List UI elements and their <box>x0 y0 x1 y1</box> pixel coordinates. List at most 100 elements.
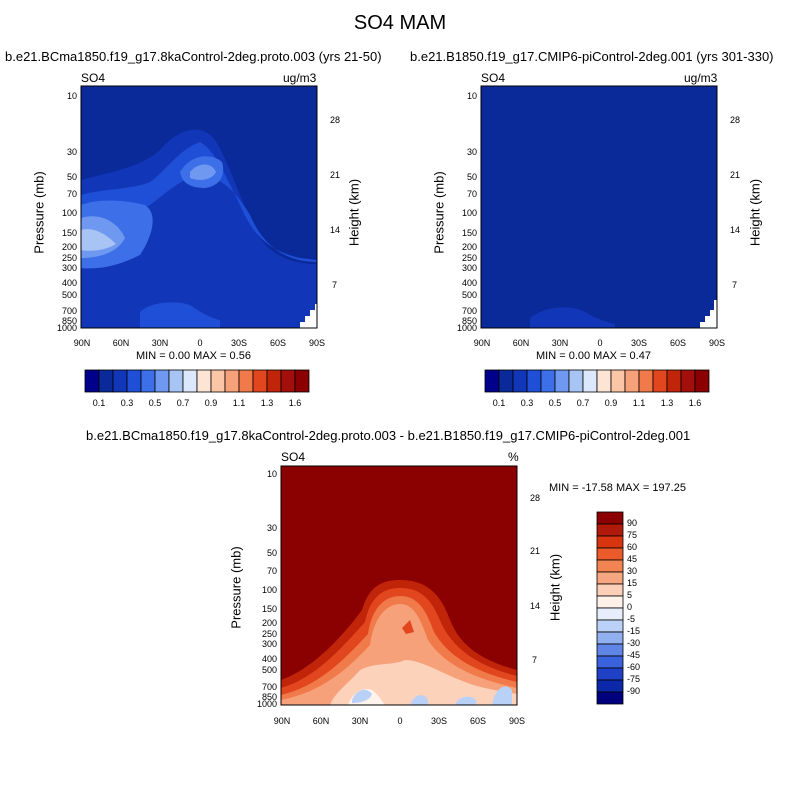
diff-cbar-label: 0 <box>627 602 633 612</box>
colorbar-swatch <box>596 559 624 573</box>
right-cbar-label: 0.5 <box>548 398 562 408</box>
right-xtick: 60S <box>669 338 686 348</box>
colorbar-swatch <box>596 571 624 585</box>
right-ytick: 10 <box>466 91 477 101</box>
right-ytick: 400 <box>461 278 477 288</box>
left-xtick: 30S <box>230 338 247 348</box>
diff-cbar-label: 5 <box>627 590 633 600</box>
right-ytick: 150 <box>461 228 477 238</box>
right-ytick: 300 <box>461 263 477 273</box>
right-ytick: 850 <box>461 316 477 326</box>
right-ytick: 100 <box>461 208 477 218</box>
diff-xtick: 90N <box>273 716 291 726</box>
diff-cbar-label: -15 <box>627 626 641 636</box>
colorbar-swatch <box>596 667 624 681</box>
right-cbar-label: 1.1 <box>632 398 646 408</box>
diff-ytick: 70 <box>266 566 277 576</box>
right-xtick: 90S <box>708 338 725 348</box>
diff-xtick: 30N <box>351 716 369 726</box>
right-xtick: 30N <box>551 338 569 348</box>
diff-cbar-label: -5 <box>627 614 636 624</box>
left-cbar-label: 0.3 <box>120 398 134 408</box>
diff-km-tick: 21 <box>530 546 541 556</box>
left-ytick: 250 <box>61 253 77 263</box>
left-xtick: 90N <box>73 338 91 348</box>
diff-ytick: 300 <box>261 639 277 649</box>
diff-ytick: 50 <box>266 548 277 558</box>
left-cbar-label: 0.5 <box>148 398 162 408</box>
left-xtick: 90S <box>308 338 325 348</box>
diff-cbar-label: -90 <box>627 686 641 696</box>
left-ytick: 30 <box>66 147 77 157</box>
right-xtick: 90N <box>473 338 491 348</box>
diff-cbar-label: -60 <box>627 662 641 672</box>
left-ytick: 200 <box>61 242 77 252</box>
left-ytick: 500 <box>61 290 77 300</box>
left-ytick: 300 <box>61 263 77 273</box>
right-ytick: 200 <box>461 242 477 252</box>
colorbar-swatch <box>596 619 624 633</box>
colorbar-swatch <box>596 607 624 621</box>
colorbar-swatch <box>596 523 624 537</box>
diff-ytick: 200 <box>261 618 277 628</box>
left-ytick: 150 <box>61 228 77 238</box>
colorbar-swatch <box>596 631 624 645</box>
left-var-label: SO4 <box>81 71 106 85</box>
diff-km-tick: 14 <box>530 601 541 611</box>
left-cbar-label: 0.9 <box>204 398 218 408</box>
left-xtick: 0 <box>197 338 203 348</box>
right-cbar-label: 0.9 <box>604 398 618 408</box>
diff-var-label: SO4 <box>281 450 306 464</box>
left-ytick: 50 <box>66 172 77 182</box>
diff-xtick: 60N <box>312 716 330 726</box>
left-cbar-label: 0.7 <box>176 398 190 408</box>
right-km-tick: 7 <box>732 280 738 290</box>
left-km-tick: 7 <box>332 280 338 290</box>
left-xtick: 30N <box>151 338 169 348</box>
diff-cbar-label: 30 <box>627 566 638 576</box>
left-ytick: 70 <box>66 189 77 199</box>
right-km-tick: 21 <box>730 170 741 180</box>
diff-xtick: 60S <box>469 716 486 726</box>
right-ytick: 700 <box>461 306 477 316</box>
right-minmax: MIN = 0.00 MAX = 0.47 <box>536 350 651 362</box>
diff-ytick: 1000 <box>256 699 277 709</box>
right-ytick: 50 <box>466 172 477 182</box>
left-ytick: 400 <box>61 278 77 288</box>
diff-xtick: 0 <box>397 716 403 726</box>
diff-ytick: 400 <box>261 654 277 664</box>
diff-panel-title: b.e21.BCma1850.f19_g17.8kaControl-2deg.p… <box>86 428 691 443</box>
diff-ytick: 250 <box>261 629 277 639</box>
right-cbar-label: 0.1 <box>492 398 506 408</box>
left-cbar-label: 1.6 <box>288 398 302 408</box>
diff-ytick: 150 <box>261 604 277 614</box>
right-km-tick: 28 <box>730 115 741 125</box>
diff-cbar-label: 60 <box>627 542 638 552</box>
colorbar-swatch <box>294 369 310 393</box>
colorbar-swatch <box>596 511 624 525</box>
diff-ytick: 30 <box>266 523 277 533</box>
right-ytick: 30 <box>466 147 477 157</box>
diff-ytick: 100 <box>261 585 277 595</box>
right-km-tick: 14 <box>730 225 741 235</box>
left-ytick: 1000 <box>56 323 77 333</box>
diff-cbar-label: -30 <box>627 638 641 648</box>
left-minmax: MIN = 0.00 MAX = 0.56 <box>136 350 251 362</box>
right-xtick: 0 <box>597 338 603 348</box>
left-xtick: 60S <box>269 338 286 348</box>
left-cbar-label: 1.1 <box>232 398 246 408</box>
left-km-tick: 21 <box>330 170 341 180</box>
left-ytick: 100 <box>61 208 77 218</box>
right-var-label: SO4 <box>481 71 506 85</box>
colorbar-swatch <box>596 643 624 657</box>
right-xtick: 60N <box>512 338 530 348</box>
diff-km-tick: 28 <box>530 493 541 503</box>
right-panel-title: b.e21.B1850.f19_g17.CMIP6-piControl-2deg… <box>410 49 774 64</box>
left-ytick: 850 <box>61 316 77 326</box>
colorbar-swatch <box>596 595 624 609</box>
right-units-label: ug/m3 <box>684 71 718 85</box>
